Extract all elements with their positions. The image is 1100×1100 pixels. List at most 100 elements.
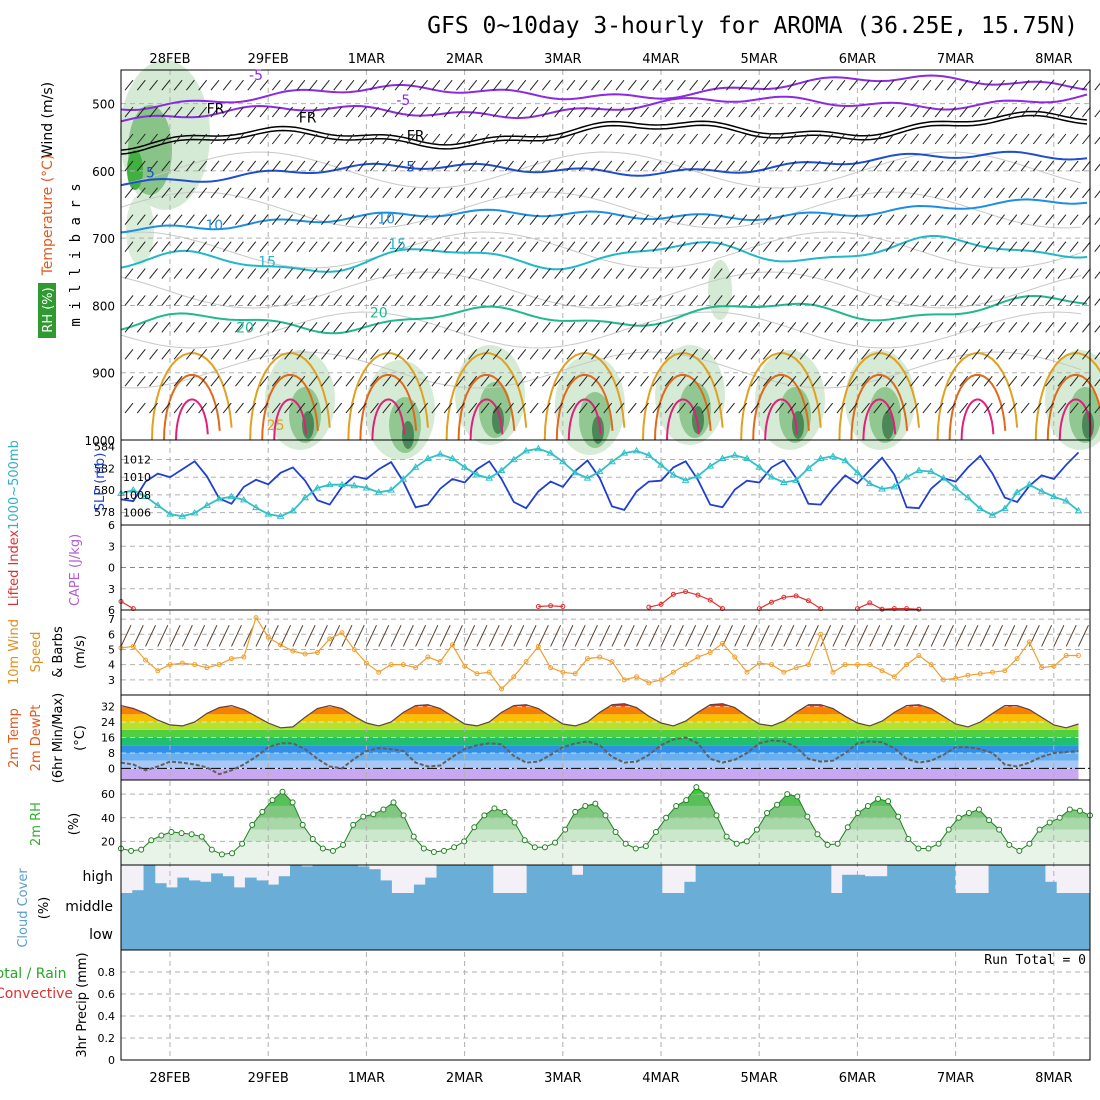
thickness-marker bbox=[534, 444, 543, 452]
cloud-high-bar bbox=[740, 865, 753, 893]
isotherm bbox=[120, 198, 1088, 234]
date-label-top: 28FEB bbox=[149, 52, 190, 67]
wind-barb bbox=[1020, 375, 1030, 387]
wind-barb bbox=[713, 214, 723, 226]
rh-point bbox=[390, 799, 397, 806]
wind-barb bbox=[652, 241, 662, 252]
wind-barb bbox=[1069, 106, 1079, 118]
wind-barb bbox=[505, 375, 514, 387]
temp-band bbox=[121, 714, 1079, 723]
wind-barb bbox=[897, 241, 907, 252]
isotherm-loop bbox=[347, 352, 429, 441]
surface-wind-barb bbox=[623, 624, 635, 647]
wind-barb bbox=[897, 133, 907, 145]
wind-speed-point bbox=[830, 669, 836, 675]
wind-barb bbox=[603, 295, 613, 306]
wind-barb bbox=[922, 375, 932, 387]
wind-speed-point bbox=[523, 659, 529, 665]
wind-barb bbox=[308, 295, 318, 306]
wind-barb bbox=[897, 187, 907, 199]
wind-barb bbox=[897, 160, 907, 172]
wind-barb bbox=[333, 268, 343, 279]
cloud-high-bar bbox=[695, 865, 708, 893]
isotherm bbox=[120, 150, 1088, 187]
surface-wind-barb bbox=[292, 624, 304, 647]
wind-barb bbox=[321, 348, 330, 360]
thickness-marker bbox=[166, 510, 174, 517]
wind-barb bbox=[897, 79, 907, 91]
surface-wind-barb bbox=[132, 624, 144, 647]
thickness-marker bbox=[657, 461, 665, 468]
wind-barb bbox=[701, 133, 711, 145]
thickness-marker bbox=[1050, 492, 1058, 500]
cloud-high-bar bbox=[898, 865, 911, 893]
wind-barb bbox=[762, 402, 772, 414]
wind-barb bbox=[210, 106, 220, 118]
thickness-marker bbox=[448, 454, 457, 462]
wind-barb bbox=[578, 295, 588, 306]
date-label-bottom: 4MAR bbox=[642, 1071, 679, 1086]
wind-barb bbox=[505, 268, 514, 279]
wind-barb bbox=[652, 402, 662, 414]
wind-barb bbox=[394, 79, 404, 91]
contour-label: 5 bbox=[146, 166, 155, 182]
cloud-high-bar bbox=[256, 880, 268, 893]
rh-contour bbox=[120, 311, 1082, 349]
wind-barb bbox=[480, 106, 490, 118]
cloud-high-bar bbox=[920, 865, 933, 893]
wind-barb bbox=[615, 241, 625, 252]
wind-barb bbox=[222, 106, 232, 118]
temp-tick: 32 bbox=[101, 701, 115, 714]
wind-barb bbox=[713, 133, 723, 145]
wind-barb bbox=[1094, 244, 1100, 252]
wind-barb bbox=[1008, 79, 1018, 91]
wind-barb bbox=[345, 160, 355, 172]
wind-barb bbox=[554, 241, 564, 252]
wind-barb bbox=[578, 268, 588, 279]
wind-barb bbox=[370, 241, 379, 252]
wind-barb bbox=[726, 133, 735, 145]
wind-barb bbox=[934, 348, 944, 360]
wind-speed-point bbox=[1051, 663, 1057, 669]
date-label-bottom: 3MAR bbox=[544, 1071, 581, 1086]
wind-barb bbox=[726, 187, 735, 199]
cloud-high-bar bbox=[222, 876, 235, 893]
wind-barb bbox=[149, 79, 158, 91]
cloud-high-bar bbox=[425, 877, 437, 893]
wind-barb bbox=[652, 268, 662, 279]
wind-barb bbox=[701, 295, 711, 306]
wind-speed-point bbox=[769, 662, 775, 668]
wind-barb bbox=[296, 106, 306, 118]
isotherm bbox=[120, 74, 1088, 112]
wind-barb bbox=[848, 133, 858, 145]
wind-barb bbox=[370, 375, 379, 387]
surface-wind-barb bbox=[353, 624, 365, 647]
wind-barb bbox=[873, 402, 883, 414]
wind-barb bbox=[627, 268, 637, 279]
wind-barb bbox=[529, 241, 539, 252]
thickness-marker bbox=[804, 464, 813, 471]
wind-barb bbox=[235, 268, 244, 279]
thickness-marker bbox=[890, 482, 899, 490]
wind-barb bbox=[983, 187, 993, 199]
rh-point bbox=[309, 836, 316, 843]
wind-speed-point bbox=[486, 669, 492, 675]
wind-barb bbox=[922, 133, 932, 145]
surface-wind-barb bbox=[942, 624, 954, 647]
wind-barb bbox=[689, 241, 699, 252]
wind-barb bbox=[296, 214, 306, 226]
wind-label: 10m Wind bbox=[7, 619, 22, 685]
wind-barb bbox=[431, 214, 441, 226]
wind-barb bbox=[1020, 133, 1030, 145]
wind-speed-point bbox=[167, 662, 173, 668]
li-point bbox=[867, 600, 873, 606]
wind-barb bbox=[456, 402, 465, 414]
wind-barb bbox=[1082, 160, 1091, 172]
thickness-marker bbox=[350, 481, 359, 489]
rh-point bbox=[329, 847, 336, 854]
wind-barb bbox=[185, 79, 195, 91]
isotherm-loop bbox=[850, 373, 909, 441]
wind-barb bbox=[296, 348, 306, 360]
wind-barb bbox=[480, 268, 490, 279]
wind-barb bbox=[787, 348, 797, 360]
